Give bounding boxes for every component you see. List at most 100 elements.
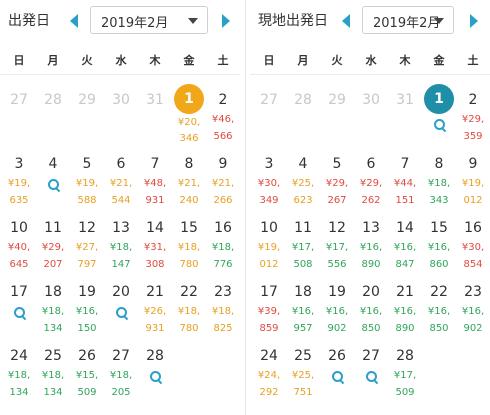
day-cell[interactable]: 15 ¥18, 780 bbox=[172, 214, 206, 278]
day-cell[interactable]: 22 ¥16, 850 bbox=[422, 278, 456, 342]
day-cell[interactable]: 17 ¥39, 859 bbox=[252, 278, 286, 342]
departure-prev-month-icon[interactable] bbox=[70, 14, 78, 28]
day-cell[interactable]: 11 ¥17, 508 bbox=[286, 214, 320, 278]
fare-price: ¥19, bbox=[7, 178, 31, 189]
return-prev-month-icon[interactable] bbox=[342, 14, 350, 28]
search-icon[interactable] bbox=[47, 179, 59, 190]
day-cell[interactable]: 28 bbox=[138, 342, 172, 406]
day-cell[interactable]: 8 ¥18, 343 bbox=[422, 150, 456, 214]
day-cell[interactable]: 13 ¥16, 890 bbox=[354, 214, 388, 278]
day-number: 10 bbox=[10, 220, 28, 236]
day-cell[interactable]: 16 ¥18, 776 bbox=[206, 214, 240, 278]
day-cell[interactable]: 24 ¥18, 134 bbox=[2, 342, 36, 406]
day-cell[interactable]: 10 ¥40, 645 bbox=[2, 214, 36, 278]
fare-price: ¥16, bbox=[427, 306, 451, 317]
fare-price: 544 bbox=[111, 195, 131, 206]
return-month-select[interactable]: 2019年2月 bbox=[362, 6, 454, 34]
return-next-month-icon[interactable] bbox=[470, 14, 478, 28]
day-cell[interactable]: 18 ¥18, 134 bbox=[36, 278, 70, 342]
day-cell[interactable]: 26 bbox=[320, 342, 354, 406]
day-cell[interactable]: 27 bbox=[354, 342, 388, 406]
day-number: 14 bbox=[146, 220, 164, 236]
day-cell[interactable]: 4 bbox=[36, 150, 70, 214]
day-cell[interactable]: 4 ¥25, 623 bbox=[286, 150, 320, 214]
day-cell[interactable]: 1 bbox=[422, 84, 456, 148]
day-cell[interactable]: 22 ¥18, 780 bbox=[172, 278, 206, 342]
day-cell[interactable]: 12 ¥17, 556 bbox=[320, 214, 354, 278]
day-cell[interactable]: 16 ¥30, 854 bbox=[456, 214, 490, 278]
day-cell[interactable]: 24 ¥24, 292 bbox=[252, 342, 286, 406]
day-cell[interactable]: 21 ¥26, 931 bbox=[138, 278, 172, 342]
day-number: 28 bbox=[396, 348, 414, 364]
day-number: 24 bbox=[10, 348, 28, 364]
day-cell[interactable]: 21 ¥16, 890 bbox=[388, 278, 422, 342]
search-icon[interactable] bbox=[331, 371, 343, 382]
day-cell: 28 bbox=[286, 86, 320, 150]
weekday-label: 木 bbox=[149, 54, 161, 67]
day-cell[interactable]: 8 ¥21, 240 bbox=[172, 150, 206, 214]
fare-price: ¥27, bbox=[75, 242, 99, 253]
day-cell[interactable]: 18 ¥16, 957 bbox=[286, 278, 320, 342]
fare-price: 957 bbox=[293, 323, 313, 334]
fare-price: ¥18, bbox=[41, 306, 65, 317]
day-cell[interactable]: 7 ¥44, 151 bbox=[388, 150, 422, 214]
weekday-label: 水 bbox=[365, 54, 377, 67]
day-cell[interactable]: 25 ¥25, 751 bbox=[286, 342, 320, 406]
day-number: 11 bbox=[44, 220, 62, 236]
day-cell[interactable]: 3 ¥19, 635 bbox=[2, 150, 36, 214]
day-cell[interactable]: 2 ¥29, 359 bbox=[456, 86, 490, 150]
day-cell[interactable]: 11 ¥29, 207 bbox=[36, 214, 70, 278]
departure-month-select[interactable]: 2019年2月 bbox=[90, 6, 208, 34]
day-cell[interactable]: 19 ¥16, 150 bbox=[70, 278, 104, 342]
fare-price: ¥17, bbox=[325, 242, 349, 253]
day-number: 23 bbox=[464, 284, 482, 300]
day-cell[interactable]: 2 ¥46, 566 bbox=[206, 86, 240, 150]
day-number: 25 bbox=[294, 348, 312, 364]
day-cell: 27 bbox=[252, 86, 286, 150]
day-cell[interactable]: 13 ¥18, 147 bbox=[104, 214, 138, 278]
search-icon[interactable] bbox=[149, 371, 161, 382]
day-cell[interactable]: 14 ¥31, 308 bbox=[138, 214, 172, 278]
day-cell[interactable]: 23 ¥18, 825 bbox=[206, 278, 240, 342]
day-cell[interactable]: 6 ¥29, 262 bbox=[354, 150, 388, 214]
day-number: 7 bbox=[150, 156, 160, 172]
search-icon[interactable] bbox=[115, 307, 127, 318]
day-number: 9 bbox=[468, 156, 478, 172]
day-cell[interactable]: 23 ¥16, 902 bbox=[456, 278, 490, 342]
return-month-value: 2019年2月 bbox=[373, 16, 441, 31]
panel-divider bbox=[245, 0, 246, 415]
fare-price: ¥40, bbox=[7, 242, 31, 253]
day-cell[interactable]: 27 ¥18, 205 bbox=[104, 342, 138, 406]
day-cell[interactable]: 5 ¥29, 267 bbox=[320, 150, 354, 214]
fare-price: 566 bbox=[213, 131, 233, 142]
day-cell[interactable]: 20 bbox=[104, 278, 138, 342]
search-icon[interactable] bbox=[13, 307, 25, 318]
day-cell[interactable]: 3 ¥30, 349 bbox=[252, 150, 286, 214]
day-cell[interactable]: 20 ¥16, 850 bbox=[354, 278, 388, 342]
departure-next-month-icon[interactable] bbox=[222, 14, 230, 28]
day-cell[interactable]: 12 ¥27, 797 bbox=[70, 214, 104, 278]
search-icon[interactable] bbox=[365, 371, 377, 382]
day-cell[interactable]: 7 ¥48, 931 bbox=[138, 150, 172, 214]
day-cell[interactable]: 17 bbox=[2, 278, 36, 342]
search-icon[interactable] bbox=[433, 119, 445, 130]
day-cell[interactable]: 26 ¥15, 509 bbox=[70, 342, 104, 406]
fare-price: ¥18, bbox=[211, 306, 235, 317]
day-number: 7 bbox=[400, 156, 410, 172]
day-cell[interactable]: 1 ¥20, 346 bbox=[172, 84, 206, 148]
day-cell[interactable]: 15 ¥16, 860 bbox=[422, 214, 456, 278]
fare-price: 346 bbox=[179, 133, 199, 144]
weekday-label: 日 bbox=[13, 54, 25, 67]
day-cell[interactable]: 9 ¥19, 012 bbox=[456, 150, 490, 214]
day-cell[interactable]: 5 ¥19, 588 bbox=[70, 150, 104, 214]
day-number: 14 bbox=[396, 220, 414, 236]
day-cell[interactable]: 10 ¥19, 012 bbox=[252, 214, 286, 278]
day-cell[interactable]: 14 ¥16, 847 bbox=[388, 214, 422, 278]
day-cell[interactable]: 25 ¥18, 134 bbox=[36, 342, 70, 406]
day-cell[interactable]: 6 ¥21, 544 bbox=[104, 150, 138, 214]
day-number: 18 bbox=[294, 284, 312, 300]
day-cell[interactable]: 19 ¥16, 902 bbox=[320, 278, 354, 342]
fare-price: ¥16, bbox=[359, 306, 383, 317]
day-cell[interactable]: 28 ¥17, 509 bbox=[388, 342, 422, 406]
day-cell[interactable]: 9 ¥21, 266 bbox=[206, 150, 240, 214]
